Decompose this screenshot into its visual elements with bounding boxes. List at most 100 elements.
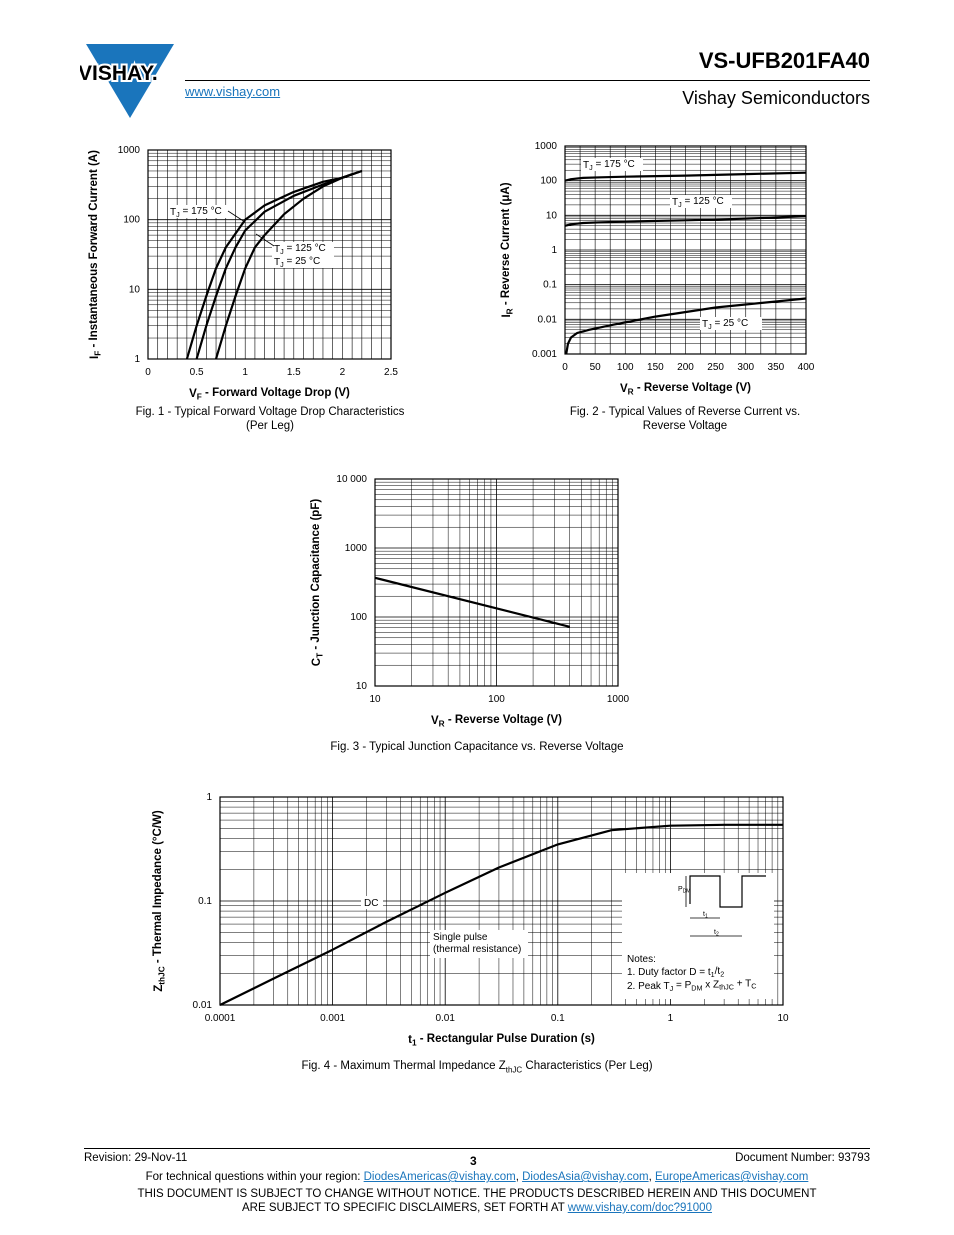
pulse-waveform xyxy=(689,875,766,908)
website-link[interactable]: www.vishay.com xyxy=(185,84,281,99)
y-tick-label: 10 xyxy=(546,210,558,221)
label-part: F xyxy=(93,351,102,356)
label-part: R xyxy=(439,719,445,728)
series-line-2 xyxy=(195,169,363,360)
y-tick-label: 1000 xyxy=(345,543,368,554)
x-tick-label: 0.1 xyxy=(551,1013,565,1024)
footer-divider xyxy=(84,1148,870,1149)
y-axis-label: IR - Reverse Current (μA) xyxy=(500,182,514,317)
y-tick-label: 10 xyxy=(356,681,368,692)
x-tick-label: 2.5 xyxy=(384,367,398,378)
fig2-chart: 0 50 100 150 200 250 300 350 400 0.001 0.01 0.1 1 10 1… xyxy=(500,141,815,396)
page-number: 3 xyxy=(470,1154,477,1168)
document-number: Document Number: 93793 xyxy=(735,1152,870,1164)
label-part: C xyxy=(311,658,323,666)
y-axis-label: ZthJC - Thermal Impedance (°C/W) xyxy=(152,810,166,992)
email-europe-link[interactable]: EuropeAmericas@vishay.com xyxy=(654,1171,809,1183)
note-2: 2. Peak TJ = PDM x ZthJC + TC xyxy=(627,978,756,993)
series-line-3 xyxy=(565,297,807,355)
series-line-1 xyxy=(564,171,807,182)
y-axis-label: CT - Junction Capacitance (pF) xyxy=(310,499,324,667)
label-part: V xyxy=(431,715,439,727)
label-part: 1. Duty factor D = t xyxy=(627,967,711,978)
label-part: t xyxy=(703,911,705,918)
label-part: R xyxy=(505,308,514,314)
label-part: = 175 °C xyxy=(180,206,222,217)
label-part: 2 xyxy=(716,932,719,938)
x-tick-label: 0.01 xyxy=(435,1013,455,1024)
x-axis-label: t1 - Rectangular Pulse Duration (s) xyxy=(408,1033,595,1047)
annotation-leader xyxy=(255,233,275,247)
annotation-bg xyxy=(700,317,762,330)
x-tick-label: 0.0001 xyxy=(205,1013,236,1024)
label-part: - Reverse Current (μA) xyxy=(500,182,512,308)
label-part: T xyxy=(583,160,589,171)
label-part: - Junction Capacitance (pF) xyxy=(310,499,322,653)
annotation-bg xyxy=(272,242,334,255)
y-tick-label: 0.1 xyxy=(543,280,557,291)
annotation-25c: TJ = 25 °C xyxy=(274,256,320,269)
email-americas-link[interactable]: DiodesAmericas@vishay.com xyxy=(363,1171,516,1183)
x-axis-label: VR - Reverse Voltage (V) xyxy=(431,714,562,728)
fig3-caption-line1: Fig. 3 - Typical Junction Capacitance vs… xyxy=(330,741,624,753)
plot-frame xyxy=(564,145,807,355)
email-asia-link[interactable]: DiodesAsia@vishay.com xyxy=(522,1171,649,1183)
plot-frame xyxy=(219,796,784,1006)
label-part: 2 xyxy=(720,969,724,978)
y-tick-label: 0.1 xyxy=(198,896,212,907)
x-tick-label: 50 xyxy=(590,362,602,373)
label-part: x Z xyxy=(702,979,719,990)
y-tick-label: 100 xyxy=(540,176,557,187)
x-tick-label: 10 xyxy=(369,694,381,705)
y-tick-label: 100 xyxy=(350,612,367,623)
label-part: T xyxy=(170,207,176,218)
vishay-logo[interactable]: VISHAY. xyxy=(80,42,180,120)
label-part: - Thermal Impedance (°C/W) xyxy=(152,810,164,966)
label-part: J xyxy=(670,984,674,993)
single-pulse-bg xyxy=(430,930,528,958)
annotation-125c: TJ = 125 °C xyxy=(672,196,724,209)
label-part: J xyxy=(280,260,284,269)
label-part: J xyxy=(176,210,180,219)
contact-prefix: For technical questions within your regi… xyxy=(145,1171,364,1183)
x-tick-label: 10 xyxy=(777,1013,789,1024)
label-part: - Forward Voltage Drop (V) xyxy=(202,387,350,399)
contact-sep-1: , xyxy=(515,1171,523,1183)
label-part: T xyxy=(672,197,678,208)
note-1: 1. Duty factor D = t1/t2 xyxy=(627,966,724,979)
fig3-chart: 10 100 1000 10 100 1000 10 000 VR - Reverse Vol… xyxy=(310,474,630,728)
label-part: C xyxy=(751,982,756,991)
label-part: thJC xyxy=(719,982,734,991)
fig4-caption-sub: thJC xyxy=(505,1065,523,1075)
disclaimer-link[interactable]: www.vishay.com/doc?91000 xyxy=(567,1202,712,1214)
label-part: J xyxy=(280,247,284,256)
y-axis-label: IF - Instantaneous Forward Current (A) xyxy=(88,150,102,359)
series-line-3 xyxy=(214,169,363,360)
label-part: /t xyxy=(715,966,721,977)
fig1-caption-line1: Fig. 1 - Typical Forward Voltage Drop Ch… xyxy=(135,406,405,418)
x-tick-label: 400 xyxy=(798,362,815,373)
series-line-1 xyxy=(374,576,570,628)
fig4-caption: Fig. 4 - Maximum Thermal Impedance ZthJC… xyxy=(227,1059,727,1077)
x-tick-label: 0 xyxy=(145,367,151,378)
fig2-caption-line1: Fig. 2 - Typical Values of Reverse Curre… xyxy=(569,406,801,418)
fig1-caption-line2: (Per Leg) xyxy=(246,420,294,432)
part-number: VS-UFB201FA40 xyxy=(698,48,870,73)
x-tick-label: 1.5 xyxy=(287,367,301,378)
label-part: DM xyxy=(691,983,702,992)
label-part: - Rectangular Pulse Duration (s) xyxy=(417,1033,595,1045)
label-part: R xyxy=(628,387,634,396)
label-part: I xyxy=(89,356,101,359)
label-part: t xyxy=(714,929,716,936)
disclaimer-prefix: ARE SUBJECT TO SPECIFIC DISCLAIMERS, SET… xyxy=(242,1202,568,1214)
annotation-bg xyxy=(670,195,732,208)
company-name: Vishay Semiconductors xyxy=(682,88,870,108)
x-tick-label: 0.5 xyxy=(190,367,204,378)
label-part: t xyxy=(408,1034,412,1046)
x-tick-label: 250 xyxy=(707,362,724,373)
contact-sep-2: , xyxy=(648,1171,655,1183)
dc-label-bg xyxy=(361,896,383,909)
series-line-1 xyxy=(185,173,353,360)
y-tick-label: 0.01 xyxy=(538,314,558,325)
